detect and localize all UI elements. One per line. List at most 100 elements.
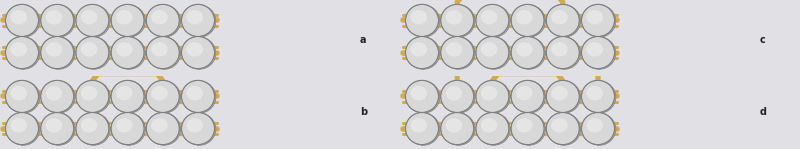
Ellipse shape bbox=[46, 118, 62, 133]
Ellipse shape bbox=[406, 4, 438, 37]
Ellipse shape bbox=[42, 81, 75, 113]
Ellipse shape bbox=[148, 113, 181, 145]
Ellipse shape bbox=[183, 113, 216, 145]
Ellipse shape bbox=[583, 37, 616, 69]
Ellipse shape bbox=[111, 112, 144, 145]
Ellipse shape bbox=[41, 112, 74, 145]
Ellipse shape bbox=[410, 10, 427, 24]
Ellipse shape bbox=[6, 37, 38, 69]
Ellipse shape bbox=[582, 37, 614, 69]
Ellipse shape bbox=[183, 5, 216, 37]
Ellipse shape bbox=[111, 4, 144, 37]
Ellipse shape bbox=[586, 10, 603, 24]
Ellipse shape bbox=[182, 4, 214, 37]
Ellipse shape bbox=[476, 4, 509, 37]
Ellipse shape bbox=[586, 86, 603, 100]
Ellipse shape bbox=[446, 10, 462, 24]
Ellipse shape bbox=[583, 113, 616, 145]
Ellipse shape bbox=[478, 5, 510, 37]
Ellipse shape bbox=[41, 37, 74, 69]
Ellipse shape bbox=[478, 81, 510, 113]
Ellipse shape bbox=[46, 10, 62, 24]
Ellipse shape bbox=[546, 37, 579, 69]
Ellipse shape bbox=[41, 4, 74, 37]
Ellipse shape bbox=[42, 113, 75, 145]
Ellipse shape bbox=[441, 80, 474, 112]
Ellipse shape bbox=[481, 86, 498, 100]
Ellipse shape bbox=[583, 5, 616, 37]
Ellipse shape bbox=[407, 37, 440, 69]
Ellipse shape bbox=[42, 5, 75, 37]
Ellipse shape bbox=[476, 112, 509, 145]
Ellipse shape bbox=[148, 81, 181, 113]
Ellipse shape bbox=[186, 10, 203, 24]
Ellipse shape bbox=[111, 37, 144, 69]
Ellipse shape bbox=[41, 80, 74, 112]
Ellipse shape bbox=[406, 80, 438, 112]
Ellipse shape bbox=[116, 42, 133, 57]
Ellipse shape bbox=[478, 113, 510, 145]
Ellipse shape bbox=[513, 113, 546, 145]
Ellipse shape bbox=[10, 86, 27, 100]
Ellipse shape bbox=[481, 42, 498, 57]
Ellipse shape bbox=[113, 37, 146, 69]
Ellipse shape bbox=[46, 42, 62, 57]
Ellipse shape bbox=[146, 4, 179, 37]
Ellipse shape bbox=[410, 86, 427, 100]
Ellipse shape bbox=[76, 112, 109, 145]
Ellipse shape bbox=[516, 10, 533, 24]
Ellipse shape bbox=[116, 118, 133, 133]
Ellipse shape bbox=[442, 81, 475, 113]
Ellipse shape bbox=[583, 81, 616, 113]
Ellipse shape bbox=[6, 80, 38, 112]
Ellipse shape bbox=[407, 113, 440, 145]
Ellipse shape bbox=[407, 81, 440, 113]
Ellipse shape bbox=[76, 37, 109, 69]
Ellipse shape bbox=[81, 118, 98, 133]
Ellipse shape bbox=[441, 37, 474, 69]
Ellipse shape bbox=[151, 10, 168, 24]
Ellipse shape bbox=[582, 80, 614, 112]
Ellipse shape bbox=[113, 81, 146, 113]
Ellipse shape bbox=[481, 118, 498, 133]
Ellipse shape bbox=[7, 81, 40, 113]
Ellipse shape bbox=[476, 37, 509, 69]
Ellipse shape bbox=[586, 42, 603, 57]
Ellipse shape bbox=[182, 37, 214, 69]
Ellipse shape bbox=[586, 118, 603, 133]
Ellipse shape bbox=[7, 37, 40, 69]
Ellipse shape bbox=[10, 118, 27, 133]
Ellipse shape bbox=[186, 42, 203, 57]
Ellipse shape bbox=[406, 37, 438, 69]
Ellipse shape bbox=[76, 80, 109, 112]
Text: b: b bbox=[360, 107, 367, 117]
Ellipse shape bbox=[113, 5, 146, 37]
Ellipse shape bbox=[548, 113, 581, 145]
Ellipse shape bbox=[516, 42, 533, 57]
Text: a: a bbox=[360, 35, 366, 45]
Ellipse shape bbox=[7, 113, 40, 145]
Ellipse shape bbox=[116, 10, 133, 24]
Ellipse shape bbox=[46, 86, 62, 100]
Ellipse shape bbox=[548, 81, 581, 113]
Ellipse shape bbox=[446, 86, 462, 100]
Ellipse shape bbox=[551, 118, 568, 133]
Ellipse shape bbox=[182, 112, 214, 145]
Ellipse shape bbox=[546, 80, 579, 112]
Ellipse shape bbox=[186, 86, 203, 100]
Ellipse shape bbox=[410, 118, 427, 133]
Ellipse shape bbox=[513, 37, 546, 69]
Text: $\omega$: $\omega$ bbox=[345, 130, 351, 137]
Ellipse shape bbox=[186, 118, 203, 133]
Ellipse shape bbox=[111, 80, 144, 112]
Ellipse shape bbox=[78, 5, 110, 37]
Ellipse shape bbox=[582, 112, 614, 145]
Ellipse shape bbox=[10, 42, 27, 57]
Ellipse shape bbox=[516, 118, 533, 133]
Ellipse shape bbox=[183, 81, 216, 113]
Ellipse shape bbox=[410, 42, 427, 57]
Ellipse shape bbox=[551, 10, 568, 24]
Ellipse shape bbox=[407, 5, 440, 37]
Ellipse shape bbox=[442, 5, 475, 37]
Ellipse shape bbox=[78, 81, 110, 113]
